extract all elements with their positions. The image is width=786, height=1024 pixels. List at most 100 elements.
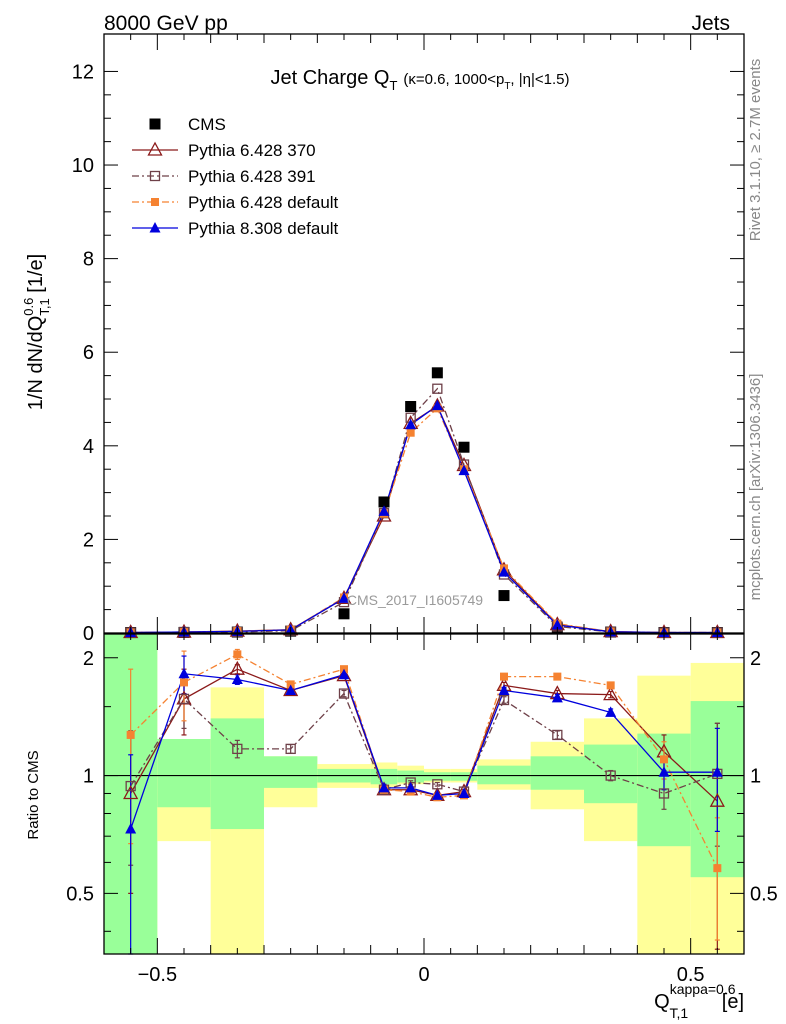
legend-marker-0: [149, 118, 161, 130]
legend-label-3: Pythia 6.428 default: [188, 193, 339, 212]
green-band-6: [397, 770, 424, 783]
ratio-point-s2-13: [713, 864, 722, 873]
ratio-point-s0-0: [123, 785, 139, 800]
green-band-8: [450, 772, 478, 781]
ratio-point-s1-2: [232, 743, 243, 755]
ratio-point-s2-3: [286, 680, 295, 689]
header-category-label: Jets: [691, 12, 730, 35]
main-point-s4-7: [431, 399, 443, 411]
ratio-point-s1-10: [552, 729, 563, 741]
ratio-point-s0-13: [709, 792, 725, 807]
ratio-point-s1-7: [432, 779, 443, 790]
main-point-s4-6: [405, 418, 417, 430]
main-ytick-label-3: 6: [83, 342, 94, 364]
ratio-line-series-0: [130, 668, 718, 802]
ratio-point-s2-11: [606, 681, 615, 690]
main-ytick-label-6: 12: [72, 61, 94, 83]
ratio-point-s0-3: [283, 682, 299, 697]
ratio-point-s3-9: [498, 684, 510, 695]
xtick-label-2: 0.5: [677, 964, 705, 986]
ratio-point-s3-1: [178, 667, 190, 679]
main-line-series-4: [130, 404, 718, 634]
ratio-point-s1-4: [338, 688, 350, 699]
xtick-label-1: 0: [418, 964, 429, 986]
ratio-point-s2-2: [233, 650, 242, 659]
ratio-point-s2-1: [180, 678, 188, 687]
ratio-ytick-label-right-2: 2: [750, 648, 761, 670]
ratio-ytick-label-right-0: 0.5: [750, 883, 778, 905]
green-band-7: [424, 772, 451, 781]
series-lines: [130, 387, 718, 869]
green-band-2: [210, 718, 264, 830]
ratio-point-s2-10: [553, 672, 562, 681]
legend-marker-3: [151, 198, 159, 206]
ratio-ytick-label-right-1: 1: [750, 766, 761, 788]
ratio-point-s1-0: [125, 780, 136, 792]
ratio-point-s1-9: [498, 694, 510, 706]
main-point-s0-6: [405, 401, 417, 413]
ratio-point-s2-9: [500, 672, 508, 681]
main-title: Jet Charge QT (κ=0.6, 1000<pT, |η|<1.5): [270, 67, 569, 93]
ratio-point-s2-12: [660, 755, 668, 764]
main-point-s0-8: [458, 441, 470, 453]
ratio-uncertainty-bands: [104, 634, 744, 954]
main-point-s0-4: [338, 608, 350, 620]
ratio-point-s3-3: [285, 684, 297, 695]
ratio-line-series-1: [130, 692, 718, 795]
main-ytick-label-0: 0: [83, 623, 94, 645]
x-axis-label: Qkappa=0.6 T,1 [e]: [654, 981, 744, 1021]
legend-marker-1: [147, 141, 163, 156]
legend: CMS Pythia 6.428 370 Pythia 6.428 391 Pythi…: [132, 115, 339, 238]
legend-label-0: CMS: [188, 115, 226, 134]
ratio-point-s3-0: [125, 823, 137, 834]
ratio-point-s3-11: [605, 706, 617, 717]
ratio-point-s3-10: [551, 691, 563, 703]
ratio-line-series-3: [130, 673, 718, 830]
main-ytick-label-5: 10: [72, 155, 94, 177]
main-point-s4-4: [338, 592, 350, 603]
ratio-point-s3-12: [658, 766, 670, 777]
ratio-ytick-label-left-2: 2: [83, 648, 94, 670]
main-point-s4-9: [498, 566, 510, 577]
green-band-10: [530, 756, 584, 790]
ratio-ytick-label-left-0: 0.5: [66, 883, 94, 905]
main-point-s0-5: [378, 496, 390, 508]
main-ytick-label-4: 8: [83, 249, 94, 271]
green-band-1: [157, 739, 211, 808]
ratio-point-s3-7: [431, 789, 443, 800]
ratio-point-s1-1: [178, 693, 190, 705]
ratio-point-s3-8: [458, 787, 470, 798]
main-point-s4-10: [551, 619, 563, 630]
ratio-point-s1-11: [605, 770, 616, 781]
xtick-label-0: −0.5: [138, 964, 177, 986]
axis-ticks: [103, 34, 745, 954]
ratio-point-s2-0: [126, 730, 135, 739]
legend-marker-2: [149, 170, 161, 182]
legend-marker-4: [149, 222, 161, 233]
ratio-point-s1-12: [658, 788, 670, 799]
ratio-point-s0-4: [336, 667, 352, 682]
ratio-point-s3-4: [338, 668, 350, 680]
main-ytick-label-1: 2: [83, 529, 94, 551]
ratio-point-s3-6: [405, 781, 417, 793]
ratio-point-s3-2: [231, 673, 243, 684]
mcplots-side-label: mcplots.cern.ch [arXiv:1306.3436]: [747, 374, 764, 601]
main-point-s0-7: [431, 367, 443, 379]
ratio-point-s3-5: [378, 781, 390, 793]
rivet-side-label: Rivet 3.1.10, ≥ 2.7M events: [747, 59, 764, 242]
analysis-watermark: CMS_2017_I1605749: [347, 592, 483, 608]
main-point-s0-9: [498, 590, 510, 602]
green-band-3: [264, 756, 318, 788]
main-point-s2-7: [432, 383, 443, 394]
ratio-line-series-2: [130, 653, 718, 869]
header-energy-label: 8000 GeV pp: [104, 12, 228, 35]
main-line-series-2: [130, 387, 718, 634]
ratio-ytick-label-left-1: 1: [83, 766, 94, 788]
main-point-s3-6: [406, 428, 415, 437]
main-point-s4-8: [458, 464, 470, 476]
main-ytick-label-2: 4: [83, 436, 94, 458]
legend-label-2: Pythia 6.428 391: [188, 167, 316, 186]
ratio-point-s0-11: [603, 686, 619, 701]
